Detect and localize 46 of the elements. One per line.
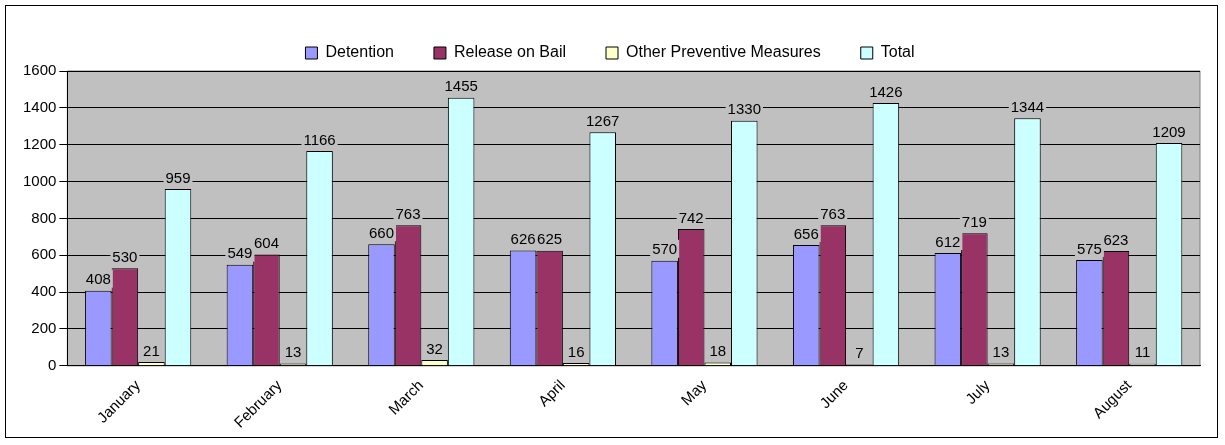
y-tick-label: 800 bbox=[31, 208, 57, 226]
y-tick-label: 1400 bbox=[22, 97, 57, 115]
data-label: 763 bbox=[820, 204, 846, 222]
data-label: 21 bbox=[143, 341, 160, 359]
data-label: 623 bbox=[1103, 230, 1129, 248]
data-label: 742 bbox=[678, 208, 704, 226]
x-tick-label: July bbox=[961, 375, 994, 408]
legend-label: Release on Bail bbox=[453, 43, 567, 61]
data-label: 763 bbox=[395, 204, 421, 222]
data-label: 612 bbox=[935, 232, 961, 250]
y-tick-label: 200 bbox=[31, 319, 57, 337]
y-tick-label: 1600 bbox=[22, 61, 57, 79]
y-tick-label: 0 bbox=[48, 355, 57, 373]
data-label: 959 bbox=[165, 168, 191, 186]
data-label: 604 bbox=[253, 234, 279, 252]
data-label: 18 bbox=[709, 342, 727, 360]
y-tick-label: 600 bbox=[31, 245, 57, 263]
data-label: 719 bbox=[961, 212, 987, 230]
data-label: 1426 bbox=[869, 82, 903, 100]
data-label: 16 bbox=[567, 342, 585, 360]
y-tick-label: 1200 bbox=[22, 134, 57, 152]
data-label: 1344 bbox=[1010, 97, 1045, 115]
data-label: 11 bbox=[1134, 343, 1151, 361]
data-label: 530 bbox=[112, 247, 138, 265]
data-label: 549 bbox=[227, 244, 253, 262]
data-label: 32 bbox=[426, 339, 443, 357]
data-label: 575 bbox=[1076, 239, 1102, 257]
data-label: 1455 bbox=[444, 77, 478, 95]
data-label: 570 bbox=[652, 240, 678, 258]
data-label: 656 bbox=[793, 224, 819, 242]
data-label: 1267 bbox=[586, 112, 620, 129]
data-label: 1330 bbox=[727, 100, 761, 118]
legend-label: Total bbox=[880, 43, 915, 61]
legend-label: Other Preventive Measures bbox=[626, 43, 821, 61]
data-label: 1166 bbox=[303, 130, 336, 148]
data-label: 13 bbox=[992, 343, 1010, 361]
y-tick-label: 400 bbox=[31, 282, 57, 300]
data-label: 626 bbox=[510, 230, 536, 248]
legend-label: Detention bbox=[325, 43, 394, 61]
data-label: 408 bbox=[85, 270, 111, 288]
data-label: 7 bbox=[855, 344, 864, 362]
data-label: 625 bbox=[537, 230, 563, 248]
data-label: 660 bbox=[368, 223, 395, 241]
data-label: 1209 bbox=[1152, 122, 1186, 140]
y-tick-label: 1000 bbox=[22, 171, 57, 189]
data-label: 13 bbox=[284, 343, 302, 361]
